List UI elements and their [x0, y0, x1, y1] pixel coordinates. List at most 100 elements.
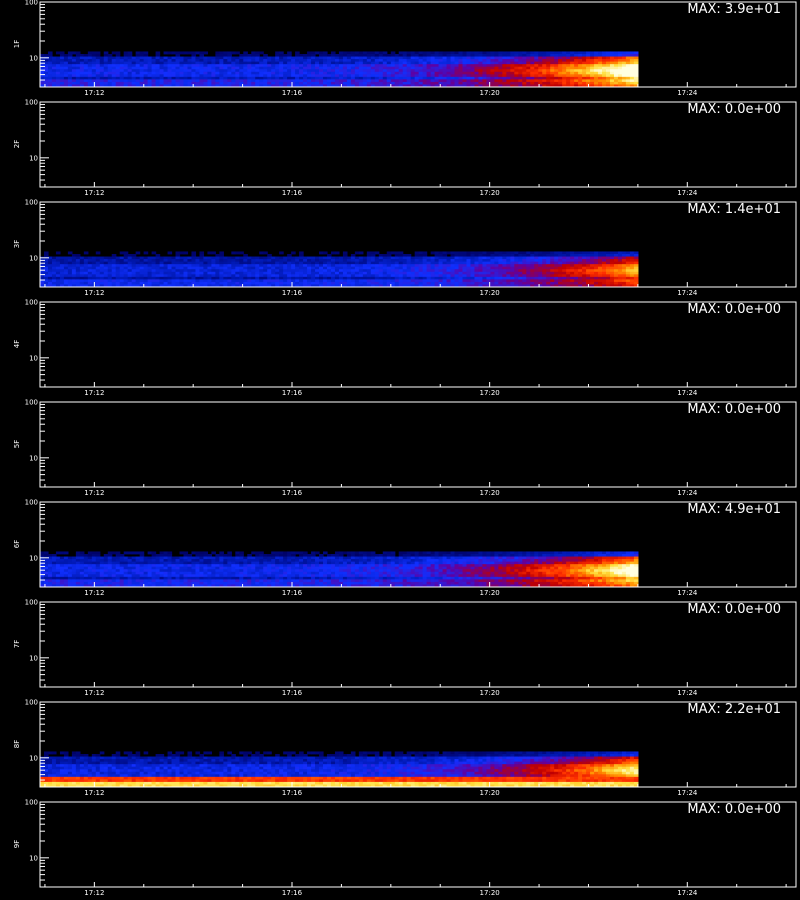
heatmap-cell: [546, 53, 551, 57]
heatmap-cell: [295, 56, 300, 60]
heatmap-cell: [390, 64, 396, 68]
heatmap-cell: [514, 271, 519, 275]
heatmap-cell: [522, 64, 527, 68]
heatmap-cell: [223, 261, 228, 265]
heatmap-cell: [326, 59, 332, 63]
heatmap-cell: [629, 53, 635, 57]
heatmap-cell: [494, 79, 499, 83]
heatmap-cell: [582, 79, 587, 83]
heatmap-cell: [514, 74, 519, 78]
heatmap-cell: [558, 69, 563, 73]
heatmap-cell: [247, 61, 252, 65]
heatmap-cell: [402, 274, 408, 278]
heatmap-cell: [40, 269, 45, 273]
heatmap-cell: [538, 284, 543, 288]
heatmap-cell: [167, 81, 173, 85]
heatmap-cell: [283, 274, 288, 278]
heatmap-cell: [633, 79, 639, 83]
heatmap-cell: [382, 69, 388, 73]
heatmap-cell: [179, 564, 185, 568]
heatmap-cell: [67, 581, 73, 585]
heatmap-cell: [506, 53, 511, 57]
heatmap-cell: [346, 84, 352, 88]
heatmap-cell: [227, 266, 232, 270]
heatmap-cell: [267, 61, 272, 65]
heatmap-cell: [183, 556, 189, 560]
heatmap-cell: [127, 559, 133, 563]
heatmap-cell: [215, 576, 220, 580]
heatmap-cell: [554, 61, 559, 65]
heatmap-cell: [59, 274, 65, 278]
heatmap-cell: [287, 284, 292, 288]
heatmap-cell: [243, 274, 248, 278]
heatmap-cell: [602, 264, 607, 268]
x-tick-label: 17:12: [84, 89, 104, 97]
heatmap-cell: [83, 559, 89, 563]
heatmap-cell: [434, 74, 440, 78]
heatmap-cell: [625, 81, 631, 85]
heatmap-cell: [570, 74, 575, 78]
heatmap-cell: [323, 276, 328, 280]
heatmap-cell: [590, 64, 595, 68]
heatmap-cell: [287, 276, 292, 280]
heatmap-cell: [67, 569, 73, 573]
heatmap-cell: [542, 59, 547, 63]
heatmap-cell: [235, 564, 240, 568]
heatmap-cell: [51, 266, 57, 270]
heatmap-cell: [550, 251, 555, 255]
heatmap-cell: [338, 51, 344, 55]
heatmap-cell: [450, 79, 456, 83]
heatmap-cell: [570, 69, 575, 73]
heatmap-cell: [566, 256, 571, 260]
heatmap-cell: [91, 261, 97, 265]
heatmap-cell: [570, 259, 575, 263]
heatmap-cell: [231, 69, 236, 73]
heatmap-cell: [211, 271, 216, 275]
heatmap-cell: [191, 266, 197, 270]
heatmap-cell: [91, 556, 97, 560]
heatmap-cell: [354, 79, 360, 83]
heatmap-cell: [151, 69, 157, 73]
heatmap-cell: [219, 566, 224, 570]
heatmap-cell: [346, 51, 352, 55]
heatmap-cell: [223, 74, 228, 78]
heatmap-cell: [334, 66, 340, 70]
heatmap-cell: [342, 81, 348, 85]
heatmap-cell: [247, 584, 252, 588]
heatmap-cell: [131, 74, 137, 78]
heatmap-cell: [115, 269, 121, 273]
heatmap-cell: [617, 76, 623, 80]
heatmap-cell: [51, 556, 57, 560]
heatmap-cell: [382, 61, 388, 65]
heatmap-cell: [231, 284, 236, 288]
heatmap-cell: [75, 271, 81, 275]
heatmap-cell: [123, 74, 129, 78]
heatmap-cell: [191, 81, 197, 85]
heatmap-cell: [526, 53, 531, 57]
heatmap-cell: [311, 279, 316, 283]
heatmap-cell: [586, 253, 591, 257]
heatmap-cell: [71, 281, 77, 285]
heatmap-cell: [330, 69, 336, 73]
heatmap-cell: [621, 59, 627, 63]
heatmap-cell: [211, 284, 216, 288]
heatmap-cell: [143, 281, 149, 285]
heatmap-cell: [422, 76, 428, 80]
heatmap-cell: [247, 66, 252, 70]
heatmap-cell: [418, 274, 424, 278]
heatmap-cell: [267, 71, 272, 75]
heatmap-cell: [470, 71, 476, 75]
heatmap-cell: [127, 284, 133, 288]
heatmap-cell: [319, 256, 324, 260]
heatmap-cell: [279, 76, 284, 80]
heatmap-cell: [430, 271, 436, 275]
heatmap-cell: [47, 271, 53, 275]
heatmap-cell: [546, 281, 551, 285]
heatmap-cell: [613, 56, 619, 60]
heatmap-cell: [175, 64, 181, 68]
heatmap-cell: [107, 69, 113, 73]
heatmap-cell: [346, 259, 352, 263]
heatmap-cell: [219, 576, 224, 580]
heatmap-cell: [111, 274, 117, 278]
heatmap-cell: [95, 553, 101, 557]
